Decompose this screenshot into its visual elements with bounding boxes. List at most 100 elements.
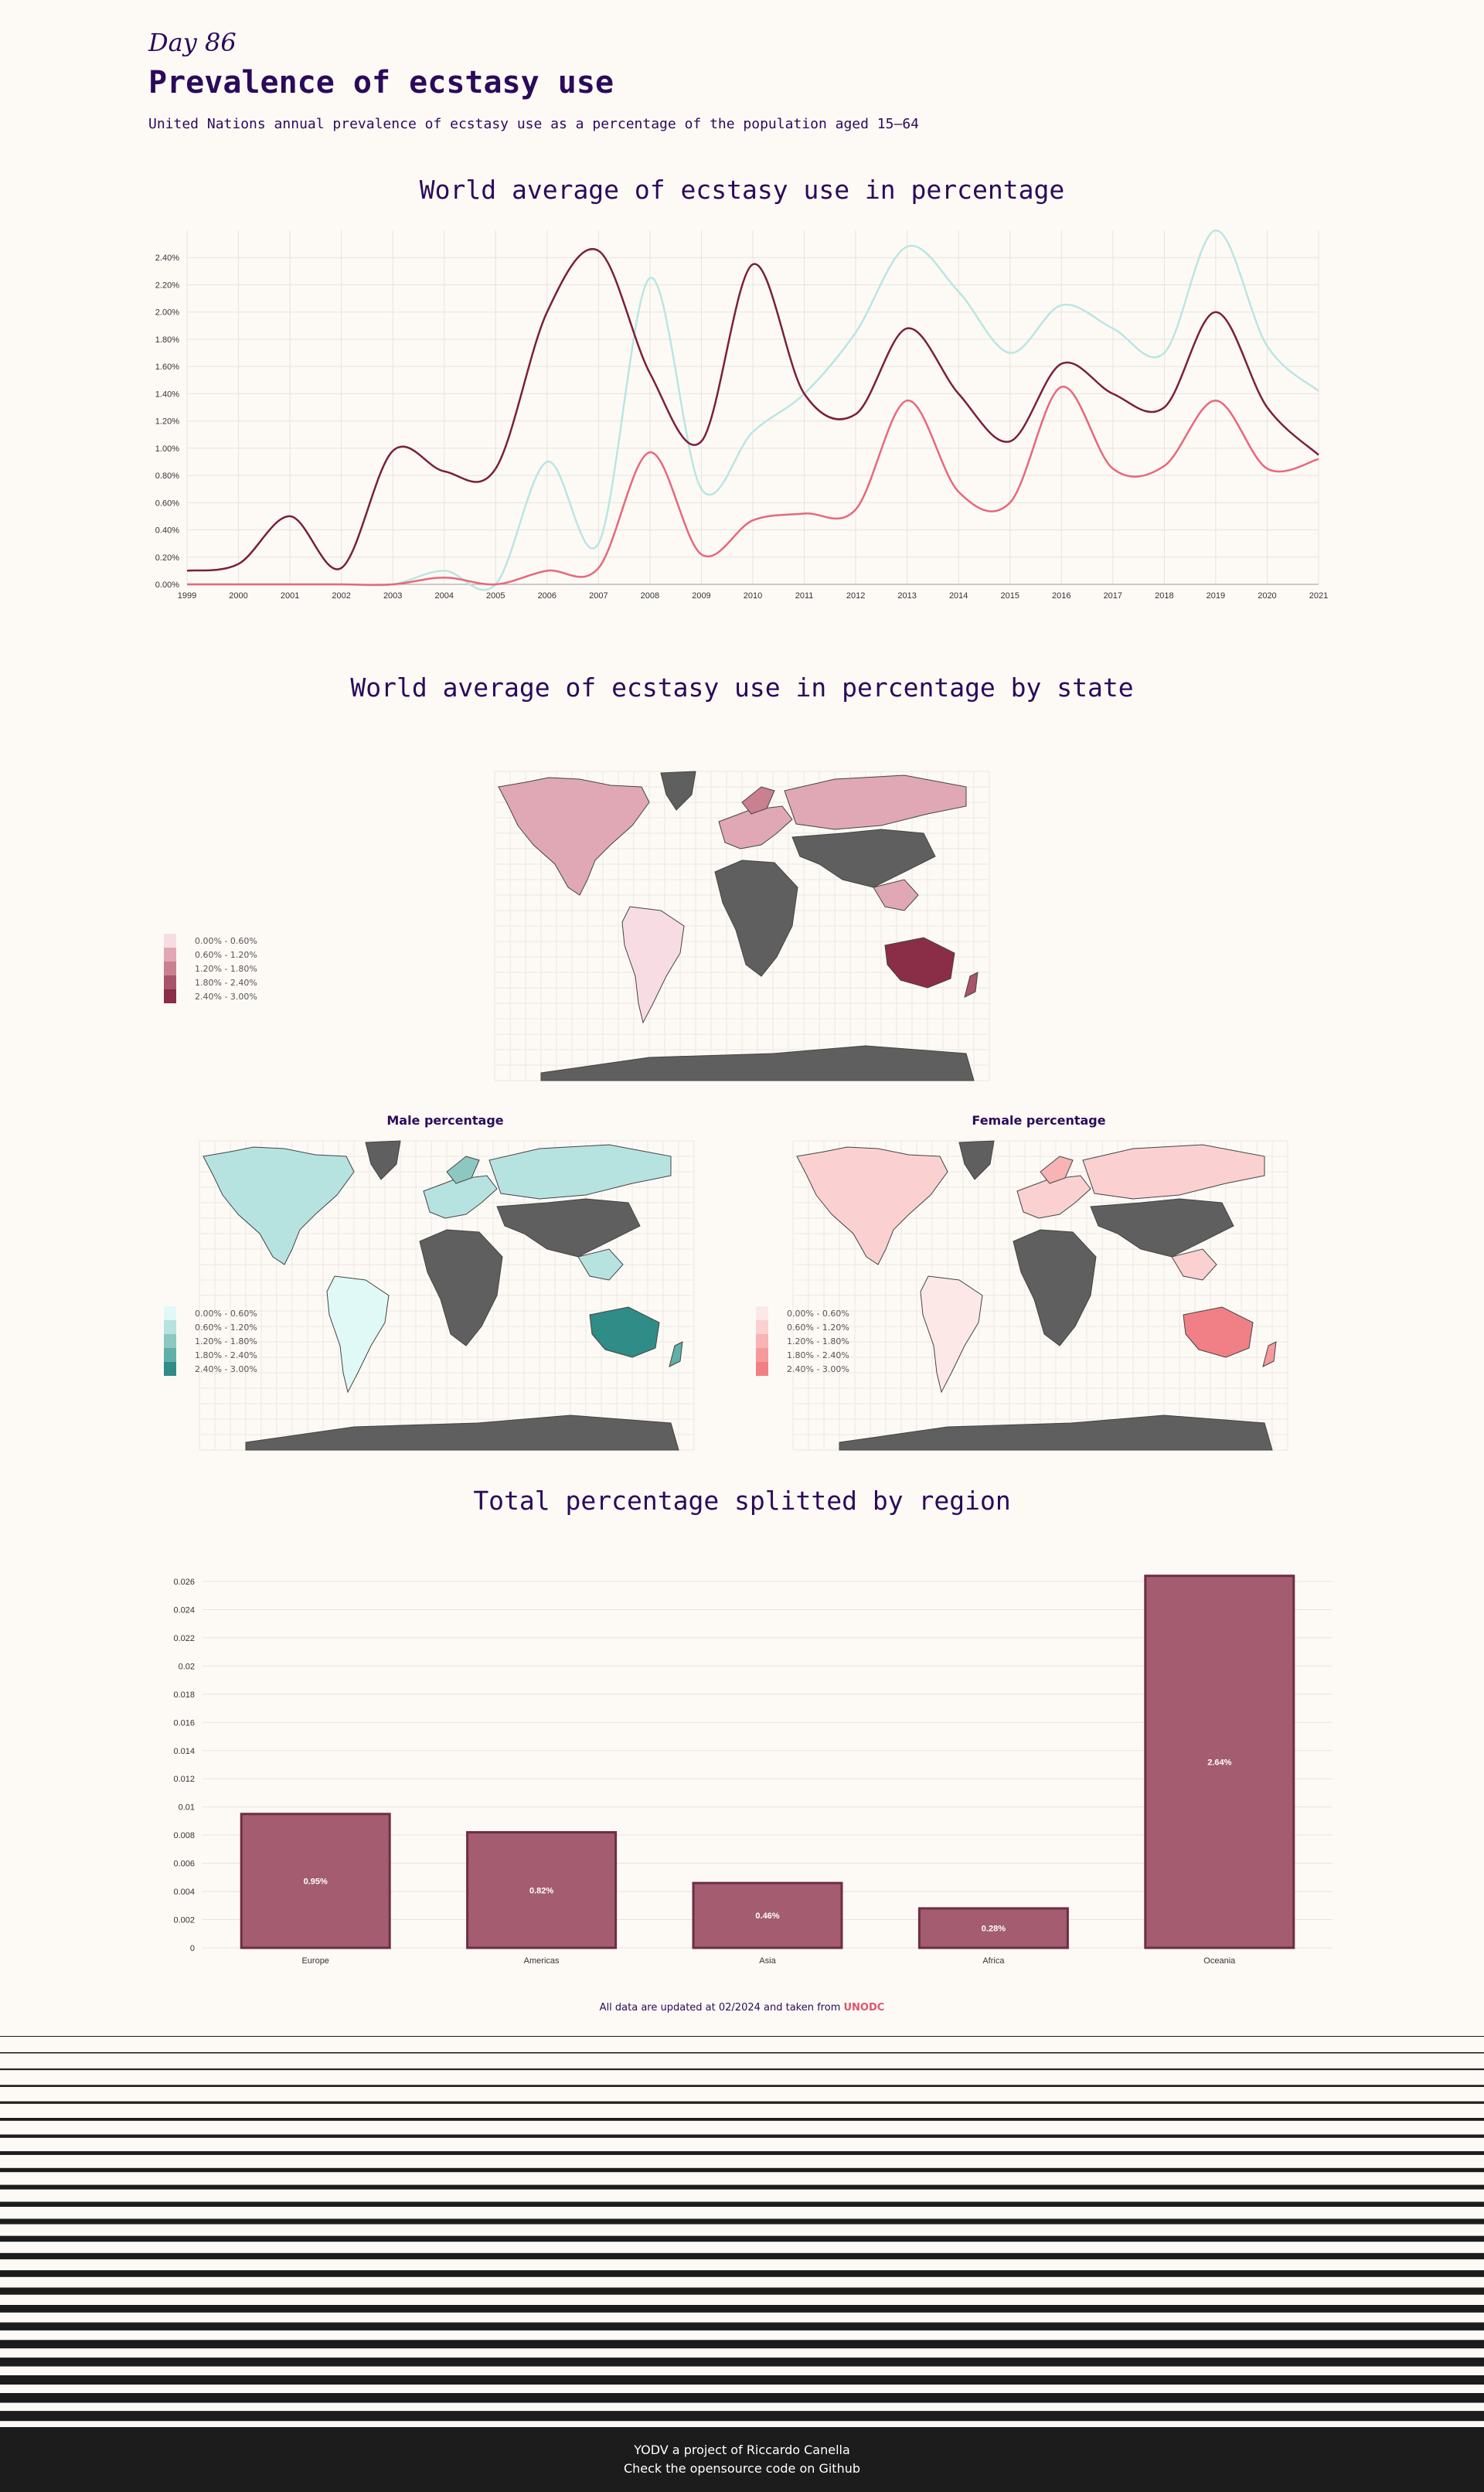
legend-label: 2.40% - 3.00% bbox=[195, 1363, 257, 1374]
legend-item: 2.40% - 3.00% bbox=[164, 989, 257, 1003]
footer-credit: YODV a project of Riccardo Canella bbox=[634, 2443, 850, 2457]
legend-swatch bbox=[164, 948, 176, 962]
page-title: Prevalence of ecstasy use bbox=[148, 65, 614, 100]
map-region-north-america bbox=[498, 777, 650, 896]
legend-label: 1.80% - 2.40% bbox=[195, 1350, 257, 1360]
world-map-female bbox=[792, 1140, 1288, 1451]
y-tick-label: 0.00% bbox=[155, 580, 179, 590]
data-source-text: All data are updated at 02/2024 and take… bbox=[599, 2002, 844, 2014]
y-tick-label: 0.014 bbox=[173, 1747, 195, 1756]
stripe bbox=[0, 2375, 1484, 2385]
series-line-0 bbox=[186, 248, 1319, 572]
map-region-australia bbox=[884, 937, 955, 989]
map-region-south-america bbox=[326, 1275, 390, 1394]
y-tick-label: 0.018 bbox=[173, 1690, 195, 1700]
world-map-male bbox=[199, 1140, 695, 1451]
stripe bbox=[0, 2118, 1484, 2121]
x-tick-label: 2006 bbox=[538, 591, 556, 601]
data-source-note: All data are updated at 02/2024 and take… bbox=[0, 2002, 1484, 2014]
series-line-1 bbox=[186, 229, 1319, 591]
x-tick-label: 2019 bbox=[1207, 591, 1225, 601]
github-link[interactable]: Check the opensource code on Github bbox=[623, 2461, 861, 2476]
x-tick-label: 2015 bbox=[1000, 591, 1019, 601]
y-tick-label: 0.022 bbox=[173, 1634, 195, 1643]
x-tick-label: 2010 bbox=[744, 591, 762, 601]
legend-label: 0.00% - 0.60% bbox=[195, 935, 257, 946]
map-region-africa bbox=[714, 860, 798, 977]
y-tick-label: 1.40% bbox=[155, 390, 179, 399]
legend-swatch bbox=[756, 1348, 768, 1362]
legend-item: 2.40% - 3.00% bbox=[164, 1362, 257, 1376]
legend-label: 0.00% - 0.60% bbox=[195, 1308, 257, 1319]
map-region-south-america bbox=[621, 906, 685, 1024]
line-chart-title: World average of ecstasy use in percenta… bbox=[419, 175, 1065, 205]
map-region-scandinavia bbox=[741, 786, 775, 815]
map-region-new-zealand bbox=[669, 1341, 683, 1367]
bar-oceania bbox=[1144, 1575, 1295, 1949]
x-tick-label: 2014 bbox=[949, 591, 968, 601]
stripe bbox=[0, 2068, 1484, 2071]
y-tick-label: 1.80% bbox=[155, 335, 179, 345]
x-tick-label: 2007 bbox=[589, 591, 608, 601]
legend-item: 2.40% - 3.00% bbox=[756, 1362, 849, 1376]
stripe bbox=[0, 2201, 1484, 2207]
y-tick-label: 1.20% bbox=[155, 417, 179, 427]
bar-asia bbox=[692, 1881, 843, 1949]
unodc-link[interactable]: UNODC bbox=[843, 2002, 885, 2014]
page-subtitle: United Nations annual prevalence of ecst… bbox=[148, 116, 919, 132]
legend-swatch bbox=[756, 1320, 768, 1334]
stripe bbox=[0, 2218, 1484, 2225]
legend-item: 0.60% - 1.20% bbox=[164, 1320, 257, 1334]
stripe bbox=[0, 2305, 1484, 2313]
y-tick-label: 0.024 bbox=[173, 1605, 195, 1615]
bar-data-label: 2.64% bbox=[1207, 1758, 1231, 1767]
map-region-greenland bbox=[660, 771, 696, 811]
bar-europe bbox=[240, 1813, 391, 1949]
stripe bbox=[0, 2052, 1484, 2054]
legend-label: 0.60% - 1.20% bbox=[787, 1322, 849, 1333]
map-region-russia bbox=[1082, 1144, 1265, 1200]
map-region-russia bbox=[488, 1144, 672, 1200]
x-tick-label: 2008 bbox=[641, 591, 659, 601]
stripe bbox=[0, 2340, 1484, 2349]
map-region-scandinavia bbox=[1040, 1156, 1074, 1184]
legend-item: 1.80% - 2.40% bbox=[164, 975, 257, 989]
stripe bbox=[0, 2167, 1484, 2173]
stripe bbox=[0, 2411, 1484, 2422]
legend-item: 0.60% - 1.20% bbox=[164, 948, 257, 962]
x-tick-label: 2021 bbox=[1309, 591, 1328, 601]
legend-label: 1.80% - 2.40% bbox=[787, 1350, 849, 1360]
world-map-total bbox=[494, 771, 990, 1081]
map-region-antarctica bbox=[839, 1415, 1273, 1451]
legend-swatch bbox=[756, 1306, 768, 1320]
x-tick-label: 1999 bbox=[178, 591, 196, 601]
map-region-new-zealand bbox=[1262, 1341, 1277, 1367]
stripe bbox=[0, 2235, 1484, 2242]
map-region-north-america bbox=[796, 1146, 948, 1265]
legend-item: 1.80% - 2.40% bbox=[164, 1348, 257, 1362]
x-tick-label: Europe bbox=[301, 1956, 328, 1966]
map-region-antarctica bbox=[540, 1045, 975, 1081]
legend-item: 1.20% - 1.80% bbox=[164, 962, 257, 975]
x-tick-label: 2002 bbox=[332, 591, 350, 601]
bar-data-label: 0.95% bbox=[304, 1877, 328, 1886]
legend-swatch bbox=[164, 962, 176, 975]
stripe bbox=[0, 2036, 1484, 2037]
y-tick-label: 0.008 bbox=[173, 1831, 195, 1840]
legend-item: 1.20% - 1.80% bbox=[756, 1334, 849, 1348]
x-tick-label: 2012 bbox=[846, 591, 865, 601]
legend-swatch bbox=[756, 1334, 768, 1348]
map-region-greenland bbox=[365, 1140, 401, 1180]
y-tick-label: 0.004 bbox=[173, 1888, 195, 1897]
bar-data-label: 0.82% bbox=[529, 1886, 553, 1895]
page-footer: YODV a project of Riccardo Canella Check… bbox=[0, 2427, 1484, 2492]
map-region-middle-east-asia bbox=[496, 1198, 641, 1258]
legend-swatch bbox=[756, 1362, 768, 1376]
legend-label: 0.60% - 1.20% bbox=[195, 949, 257, 960]
x-tick-label: 2017 bbox=[1104, 591, 1122, 601]
line-chart-grid bbox=[186, 230, 1319, 585]
x-tick-label: 2005 bbox=[486, 591, 505, 601]
map-region-greenland bbox=[958, 1140, 995, 1180]
legend-label: 1.80% - 2.40% bbox=[195, 977, 257, 988]
decorative-stripes bbox=[0, 2036, 1484, 2422]
